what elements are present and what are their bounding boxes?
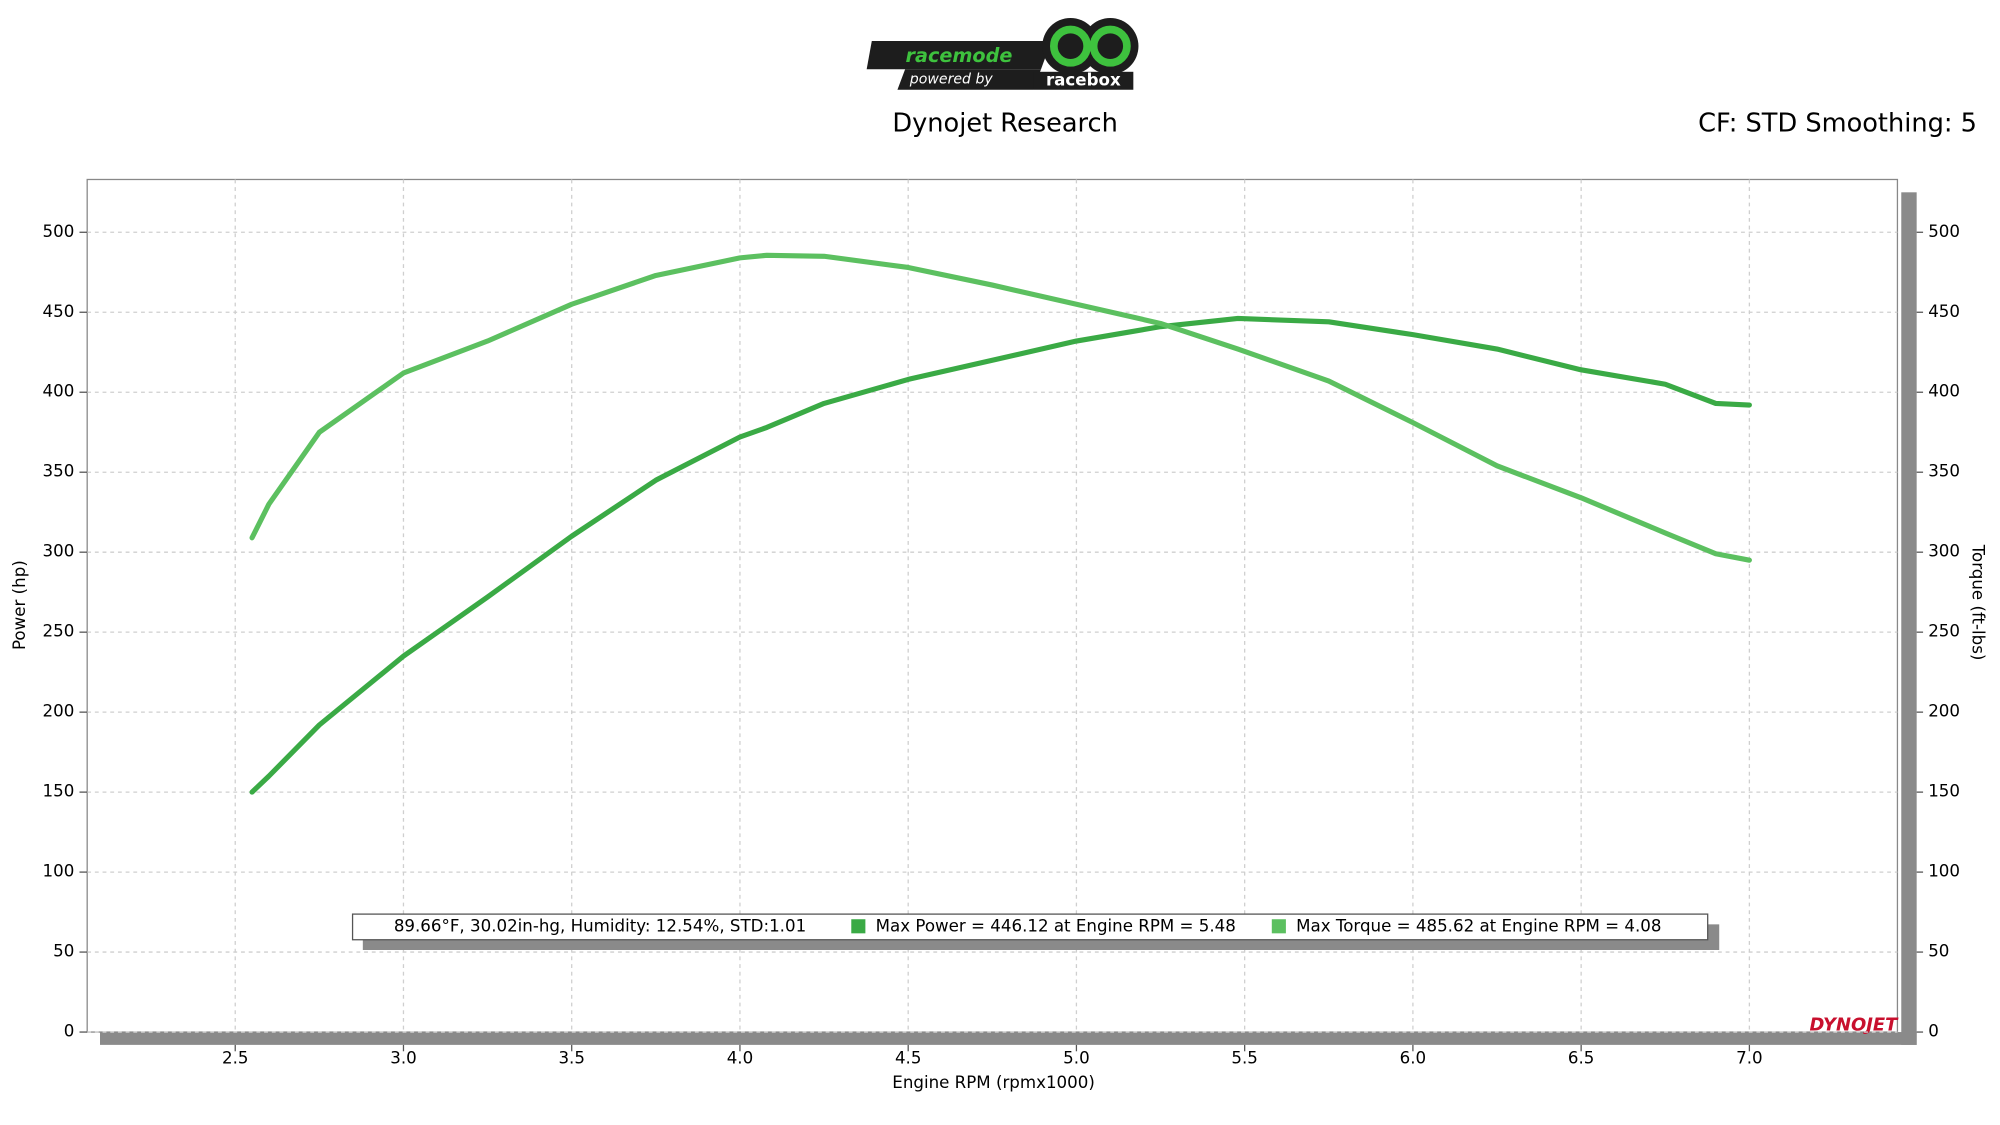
y-tick-label: 150 — [43, 782, 75, 801]
y-tick-label: 350 — [43, 462, 75, 481]
logo-brand: racemode — [906, 44, 1013, 67]
y-tick-label: 500 — [43, 222, 75, 241]
conditions-annotation: 89.66°F, 30.02in-hg, Humidity: 12.54%, S… — [394, 916, 806, 935]
y2-axis-label: Torque (ft-lbs) — [1968, 544, 1987, 661]
legend: Max Power = 446.12 at Engine RPM = 5.48 M… — [851, 916, 1662, 935]
y-tick-label: 400 — [43, 382, 75, 401]
legend-label: Max Torque = 485.62 at Engine RPM = 4.08 — [1296, 916, 1661, 935]
chart-title: Dynojet Research — [892, 108, 1117, 138]
x-tick-label: 4.5 — [895, 1048, 922, 1067]
y-tick-label: 50 — [53, 942, 74, 961]
y2-tick-label: 250 — [1928, 622, 1960, 641]
y-tick-label: 300 — [43, 542, 75, 561]
y-tick-label: 0 — [64, 1022, 75, 1041]
y2-tick-label: 450 — [1928, 302, 1960, 321]
grid-layer: 0 50 100 150 200 250 300 350 400 450 500 0 50 100 150 2… — [43, 179, 1960, 1067]
legend-swatch — [1271, 919, 1286, 934]
y2-tick-label: 50 — [1928, 942, 1949, 961]
x-tick-label: 3.5 — [558, 1048, 585, 1067]
logo-tagline: powered by — [909, 71, 994, 87]
y2-tick-label: 300 — [1928, 542, 1960, 561]
plot-frame — [86, 178, 1899, 1033]
legend-label: Max Power = 446.12 at Engine RPM = 5.48 — [876, 916, 1236, 935]
x-tick-label: 6.0 — [1400, 1048, 1427, 1067]
legend-box — [351, 913, 1709, 941]
x-tick-label: 7.0 — [1736, 1048, 1763, 1067]
y-tick-label: 250 — [43, 622, 75, 641]
y-axis-label: Power (hp) — [10, 560, 29, 650]
y2-tick-label: 400 — [1928, 382, 1960, 401]
bottom-axis-bar — [100, 1032, 1917, 1045]
logo: racemode powered by racebox — [866, 17, 1139, 90]
footer-logo: DYNOJET — [1810, 1015, 1900, 1036]
lines-layer — [249, 252, 1752, 795]
x-tick-label: 2.5 — [222, 1048, 248, 1067]
y2-tick-label: 0 — [1928, 1022, 1939, 1041]
logo-partner: racebox — [1046, 70, 1121, 89]
x-tick-label: 4.0 — [727, 1048, 754, 1067]
legend-swatch — [851, 919, 866, 934]
y2-tick-label: 150 — [1928, 782, 1960, 801]
chart-subtitle: CF: STD Smoothing: 5 — [1698, 108, 1977, 138]
y2-tick-label: 500 — [1928, 222, 1960, 241]
x-tick-label: 3.0 — [390, 1048, 417, 1067]
series-line — [249, 252, 1752, 563]
x-tick-label: 6.5 — [1568, 1048, 1595, 1067]
x-tick-label: 5.5 — [1231, 1048, 1257, 1067]
y-tick-label: 450 — [43, 302, 75, 321]
x-axis-label: Engine RPM (rpmx1000) — [892, 1073, 1095, 1092]
y2-tick-label: 350 — [1928, 462, 1960, 481]
series-line — [249, 315, 1752, 795]
y-tick-label: 100 — [43, 862, 75, 881]
right-axis-bar — [1901, 192, 1917, 1045]
x-tick-label: 5.0 — [1063, 1048, 1090, 1067]
y2-tick-label: 200 — [1928, 702, 1960, 721]
y-tick-label: 200 — [43, 702, 75, 721]
y2-tick-label: 100 — [1928, 862, 1960, 881]
